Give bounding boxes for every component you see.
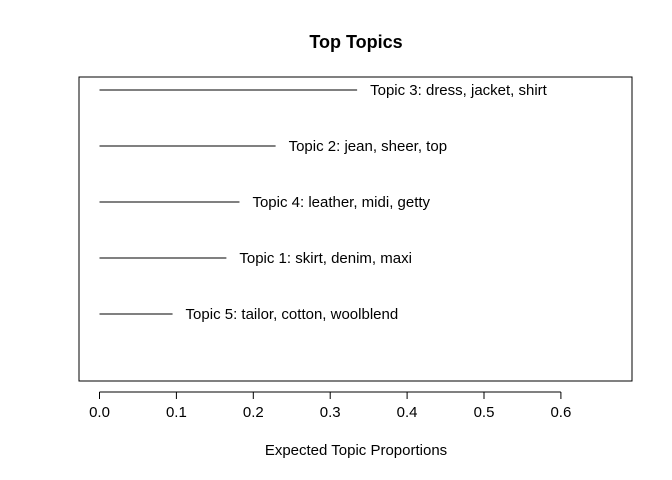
x-tick-label: 0.3 [320,404,341,421]
bar-label: Topic 4: leather, midi, getty [252,194,430,211]
x-tick-label: 0.5 [474,404,495,421]
plot-frame [78,76,633,382]
bars: Topic 3: dress, jacket, shirt Topic 2: je… [99,82,548,323]
bar-label: Topic 5: tailor, cotton, woolblend [186,306,399,323]
x-axis-label: Expected Topic Proportions [265,442,447,459]
x-tick-label: 0.4 [397,404,418,421]
chart-title: Top Topics [309,32,402,52]
bar-label: Topic 1: skirt, denim, maxi [239,250,412,267]
bar-label: Topic 2: jean, sheer, top [289,138,447,155]
x-tick-label: 0.6 [550,404,571,421]
bar-label: Topic 3: dress, jacket, shirt [370,82,548,99]
x-tick-label: 0.2 [243,404,264,421]
x-axis: 0.0 0.1 0.2 0.3 0.4 0.5 0.6 [89,391,571,421]
x-tick-label: 0.0 [89,404,110,421]
x-tick-label: 0.1 [166,404,187,421]
